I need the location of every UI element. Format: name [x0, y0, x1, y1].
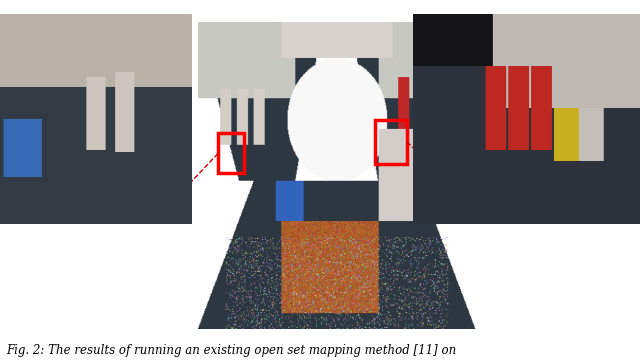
Bar	[218, 133, 244, 174]
Bar	[376, 119, 406, 164]
Text: Fig. 2: The results of running an existing open set mapping method [11] on: Fig. 2: The results of running an existi…	[6, 344, 457, 357]
